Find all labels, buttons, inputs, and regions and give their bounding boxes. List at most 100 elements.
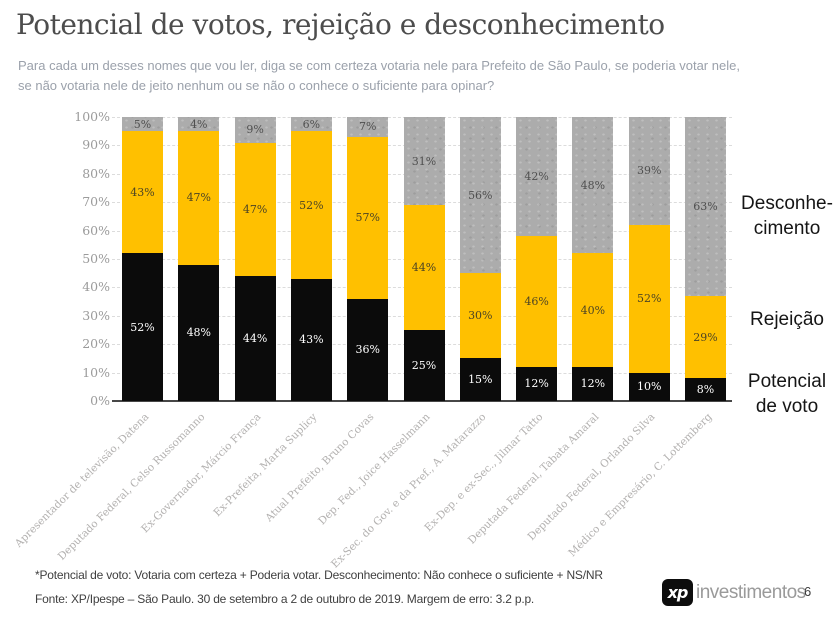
segment-potencial: 25%: [403, 329, 445, 401]
bar-column: 63% 29% 8%: [685, 117, 726, 401]
segment-value-label: 47%: [186, 191, 212, 205]
segment-rejeicao: 44%: [403, 205, 445, 330]
series-legend: Desconhe- cimento Rejeição Potencial de …: [736, 117, 838, 417]
segment-potencial: 48%: [178, 264, 220, 401]
bar-column: 48% 40% 12%: [572, 117, 614, 401]
legend-potencial-de-voto: Potencial de voto: [747, 371, 827, 418]
segment-rejeicao: 43%: [122, 131, 163, 254]
segment-potencial: 43%: [290, 278, 332, 401]
page-number: 6: [804, 584, 812, 599]
y-tick-label: 0%: [90, 393, 110, 408]
segment-potencial: 12%: [516, 366, 558, 401]
segment-value-label: 25%: [411, 358, 437, 372]
segment-desconhecimento: 5%: [122, 117, 163, 132]
segment-value-label: 5%: [133, 117, 152, 131]
segment-potencial: 15%: [459, 358, 501, 401]
segment-desconhecimento: 4%: [178, 117, 220, 132]
segment-value-label: 12%: [524, 377, 549, 391]
segment-desconhecimento: 42%: [516, 117, 558, 237]
y-tick-label: 60%: [82, 222, 110, 238]
footnote: *Potencial de voto: Votaria com certeza …: [35, 568, 603, 582]
y-tick-label: 40%: [82, 279, 110, 295]
bar-column: 9% 47% 44%: [234, 117, 276, 401]
segment-value-label: 4%: [190, 117, 208, 131]
y-tick-label: 50%: [82, 251, 110, 266]
y-tick-label: 80%: [82, 165, 110, 181]
bar-column: 42% 46% 12%: [516, 117, 558, 401]
bar-column: 56% 30% 15%: [459, 117, 501, 401]
segment-potencial: 52%: [122, 253, 163, 401]
segment-desconhecimento: 9%: [234, 117, 276, 143]
segment-value-label: 56%: [468, 188, 493, 202]
segment-rejeicao: 52%: [290, 131, 332, 279]
segment-value-label: 48%: [186, 326, 212, 340]
bar-column: 4% 47% 48%: [178, 117, 220, 401]
segment-rejeicao: 57%: [347, 136, 389, 299]
segment-value-label: 10%: [636, 380, 662, 394]
segment-value-label: 9%: [246, 123, 264, 137]
segment-value-label: 8%: [696, 383, 715, 397]
bar-column: 5% 43% 52%: [122, 117, 163, 401]
segment-value-label: 52%: [299, 198, 324, 212]
segment-rejeicao: 52%: [628, 224, 670, 373]
xp-logo-icon: xp: [662, 579, 693, 606]
segment-value-label: 42%: [524, 170, 549, 184]
chart-subtitle: Para cada um desses nomes que vou ler, d…: [18, 56, 818, 95]
segment-value-label: 44%: [411, 261, 437, 274]
segment-value-label: 30%: [468, 309, 493, 323]
segment-rejeicao: 30%: [459, 273, 501, 359]
segment-potencial: 10%: [628, 372, 670, 401]
segment-value-label: 29%: [693, 330, 718, 344]
segment-value-label: 46%: [524, 295, 549, 309]
segment-value-label: 36%: [355, 343, 380, 357]
segment-rejeicao: 47%: [178, 131, 220, 265]
y-tick-label: 90%: [82, 137, 110, 153]
subtitle-line-2: se não votaria nele de jeito nenhum ou s…: [18, 77, 495, 93]
subtitle-line-1: Para cada um desses nomes que vou ler, d…: [18, 58, 740, 73]
segment-potencial: 44%: [234, 276, 276, 401]
segment-value-label: 48%: [580, 178, 606, 192]
x-axis-label: Apresentador de televisão, Datena: [12, 411, 151, 550]
segment-desconhecimento: 31%: [403, 117, 445, 206]
y-tick-label: 20%: [82, 336, 110, 352]
segment-potencial: 12%: [572, 366, 614, 401]
segment-value-label: 12%: [580, 377, 606, 391]
legend-rejeicao: Rejeição: [750, 309, 824, 330]
segment-desconhecimento: 56%: [459, 117, 501, 274]
segment-desconhecimento: 63%: [685, 117, 726, 296]
x-axis-line: [112, 400, 732, 402]
bar-column: 39% 52% 10%: [628, 117, 670, 401]
segment-value-label: 15%: [468, 373, 493, 387]
legend-desconhecimento: Desconhe- cimento: [741, 193, 833, 240]
segment-rejeicao: 46%: [516, 236, 558, 367]
segment-rejeicao: 40%: [572, 253, 614, 367]
segment-desconhecimento: 39%: [628, 117, 670, 225]
xp-investimentos-logo: xp investimentos: [662, 579, 806, 606]
segment-value-label: 43%: [130, 185, 155, 199]
segment-value-label: 39%: [636, 164, 662, 178]
source-note: Fonte: XP/Ipespe – São Paulo. 30 de sete…: [35, 592, 535, 606]
segment-value-label: 44%: [242, 331, 268, 345]
y-tick-label: 30%: [82, 307, 110, 323]
bar-column: 31% 44% 25%: [403, 117, 445, 401]
segment-rejeicao: 29%: [685, 295, 726, 379]
segment-value-label: 7%: [358, 120, 377, 134]
plot-area: 5% 43% 52% Apresentador de televisão, Daten…: [12, 117, 732, 570]
segment-potencial: 8%: [685, 378, 726, 401]
logo-wordmark: investimentos: [696, 581, 806, 603]
segment-value-label: 6%: [302, 117, 321, 131]
bar-column: 6% 52% 43%: [290, 117, 332, 401]
bar-column: 7% 57% 36%: [347, 117, 389, 401]
segment-value-label: 47%: [242, 202, 268, 216]
segment-desconhecimento: 7%: [347, 117, 389, 137]
segment-value-label: 40%: [580, 303, 606, 317]
y-tick-label: 70%: [82, 194, 110, 210]
segment-potencial: 36%: [347, 298, 389, 401]
page-title: Potencial de votos, rejeição e desconhec…: [16, 8, 665, 41]
segment-desconhecimento: 48%: [572, 117, 614, 254]
segment-value-label: 43%: [299, 333, 324, 347]
segment-value-label: 57%: [355, 211, 380, 225]
y-tick-label: 100%: [74, 109, 110, 124]
segment-rejeicao: 47%: [234, 142, 276, 277]
segment-value-label: 63%: [693, 199, 718, 213]
